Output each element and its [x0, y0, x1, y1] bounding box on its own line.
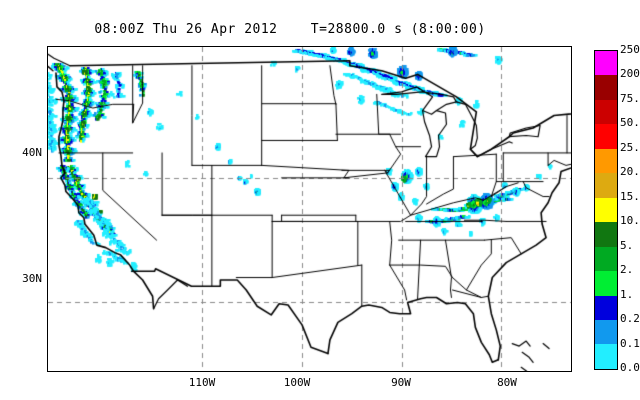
colorbar-tick-label: 5. — [620, 238, 634, 252]
colorbar-tick-label: 25. — [620, 140, 640, 154]
xtick-label-90w: 90W — [391, 376, 411, 389]
colorbar-segment — [595, 271, 617, 296]
colorbar-tick-label: 75. — [620, 91, 640, 105]
geography-boundaries-layer — [48, 47, 571, 371]
colorbar-tick-label: 250. — [620, 43, 640, 56]
colorbar-segment — [595, 197, 617, 223]
colorbar-segment — [595, 344, 617, 369]
colorbar-tick-label: 20. — [620, 165, 640, 179]
colorbar-segment — [595, 99, 617, 125]
colorbar-tick-label: 200. — [620, 67, 640, 81]
xtick-label-100w: 100W — [283, 376, 311, 389]
xtick-label-80w: 80W — [497, 376, 517, 389]
colorbar-segment — [595, 75, 617, 100]
colorbar-segment — [595, 148, 617, 174]
colorbar-segment — [595, 246, 617, 272]
colorbar-tick-label: 50. — [620, 116, 640, 130]
colorbar-segment — [595, 295, 617, 320]
colorbar-tick-label: 0.10 — [620, 336, 640, 350]
ytick-label-30n: 30N — [22, 272, 42, 285]
colorbar-tick-label: 15. — [620, 189, 640, 203]
colorbar-tick-label: 1. — [620, 287, 634, 301]
page-title: 08:00Z Thu 26 Apr 2012 T=28800.0 s (8:00… — [94, 22, 486, 37]
colorbar-tick-label: 0.01 — [620, 361, 640, 374]
colorbar-segment — [595, 319, 617, 345]
colorbar-segment — [595, 51, 617, 76]
colorbar-segment — [595, 124, 617, 149]
colorbar-tick-label: 0.25 — [620, 312, 640, 326]
precipitation-map-plot — [47, 46, 572, 372]
map-canvas-wrapper — [48, 47, 571, 371]
ytick-label-40n: 40N — [22, 146, 42, 159]
colorbar-tick-label: 10. — [620, 214, 640, 228]
colorbar-segment — [595, 222, 617, 247]
colorbar-tick-label: 2. — [620, 263, 634, 277]
colorbar-segment — [595, 173, 617, 198]
precipitation-colorbar — [594, 50, 618, 370]
xtick-label-110w: 110W — [188, 376, 216, 389]
